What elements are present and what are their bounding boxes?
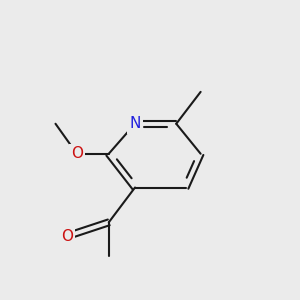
Text: O: O <box>71 146 83 161</box>
Text: O: O <box>61 229 73 244</box>
Text: N: N <box>129 116 141 131</box>
